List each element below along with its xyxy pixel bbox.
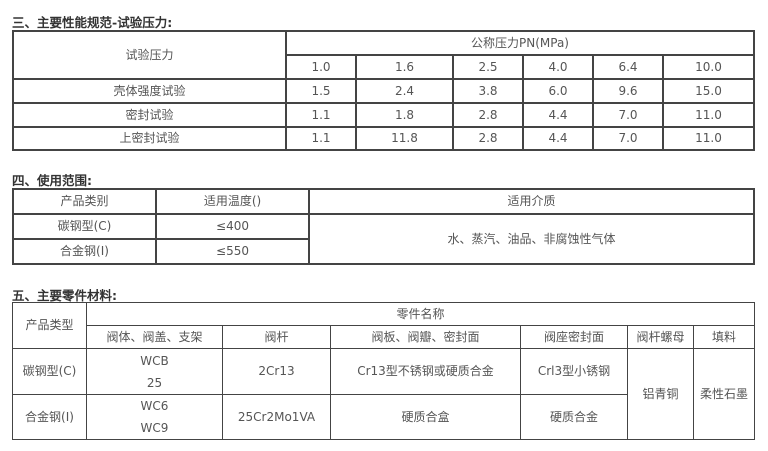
section-5-title: 五、主要零件材料: bbox=[12, 288, 117, 303]
cell: 11.0 bbox=[662, 102, 755, 128]
table-row: 壳体强度试验 1.5 2.4 3.8 6.0 9.6 15.0 bbox=[12, 78, 755, 104]
cell: 2.8 bbox=[452, 126, 524, 151]
cell: 11.8 bbox=[355, 126, 454, 151]
table-row: 合金钢(I) ≤550 bbox=[12, 238, 754, 265]
cell: 1.1 bbox=[285, 102, 357, 128]
cell: 6.0 bbox=[522, 78, 594, 104]
cell: 合金钢(I) bbox=[12, 394, 87, 440]
cell: 2.4 bbox=[355, 78, 454, 104]
material: WC9 bbox=[140, 421, 169, 435]
table-row: 碳钢型(C) WCB 25 2Cr13 Cr13型不锈钢或硬质合金 Crl3型小锈… bbox=[12, 348, 755, 440]
usage-range-table: 产品类别 适用温度() 适用介质 碳钢型(C) ≤400 水、蒸汽、油品、非腐蚀… bbox=[12, 188, 755, 265]
cell: Cr13型不锈钢或硬质合金 bbox=[330, 348, 521, 395]
pn-value: 6.4 bbox=[592, 54, 664, 80]
part-header: 阀杆 bbox=[222, 325, 331, 349]
part-header: 阀座密封面 bbox=[520, 325, 628, 349]
cell: 11.0 bbox=[662, 126, 755, 151]
cell: 9.6 bbox=[592, 78, 664, 104]
cell: 柔性石墨 bbox=[693, 348, 755, 440]
header-cell: 适用温度() bbox=[155, 188, 310, 215]
pn-value: 2.5 bbox=[452, 54, 524, 80]
pn-value: 1.6 bbox=[355, 54, 454, 80]
material: WCB bbox=[140, 353, 169, 368]
section-3-title: 三、主要性能规范-试验压力: bbox=[12, 15, 173, 30]
test-pressure-table: 试验压力 公称压力PN(MPa) 1.0 1.6 2.5 4.0 6.4 10.… bbox=[12, 30, 755, 151]
parts-material-table: 产品类型 零件名称 阀体、阀盖、支架 阀杆 阀板、阀瓣、密封面 阀座密封面 阀杆… bbox=[12, 302, 755, 440]
cell: 1.5 bbox=[285, 78, 357, 104]
table-row: 碳钢型(C) ≤400 水、蒸汽、油品、非腐蚀性气体 bbox=[12, 213, 755, 265]
cell: Crl3型小锈钢 bbox=[520, 348, 628, 395]
cell: 25Cr2Mo1VA bbox=[222, 394, 331, 440]
cell: 硬质合金 bbox=[520, 394, 628, 440]
cell: 碳钢型(C) bbox=[12, 213, 157, 240]
row-label: 壳体强度试验 bbox=[12, 78, 287, 104]
header-cell: 产品类别 bbox=[12, 188, 157, 215]
header-cell: 适用介质 bbox=[308, 188, 755, 215]
part-header: 阀板、阀瓣、密封面 bbox=[330, 325, 521, 349]
row-header: 试验压力 bbox=[12, 30, 287, 80]
section-4-title: 四、使用范围: bbox=[12, 173, 92, 188]
cell: 铝青铜 bbox=[627, 348, 694, 440]
cell: 2Cr13 bbox=[222, 348, 331, 395]
cell: 硬质合盒 bbox=[330, 394, 521, 440]
cell: WC6 WC9 bbox=[86, 394, 223, 440]
cell: 7.0 bbox=[592, 102, 664, 128]
cell: 1.8 bbox=[355, 102, 454, 128]
row-label: 密封试验 bbox=[12, 102, 287, 128]
cell: ≤550 bbox=[155, 238, 310, 265]
cell: WCB 25 bbox=[86, 348, 223, 395]
parts-group-header: 零件名称 bbox=[86, 302, 755, 326]
cell: 3.8 bbox=[452, 78, 524, 104]
table-row: 密封试验 1.1 1.8 2.8 4.4 7.0 11.0 bbox=[12, 102, 755, 128]
part-header: 填料 bbox=[693, 325, 755, 349]
pn-value: 1.0 bbox=[285, 54, 357, 80]
cell: 4.4 bbox=[522, 102, 594, 128]
material: 25 bbox=[146, 375, 163, 390]
table-row: 上密封试验 1.1 11.8 2.8 4.4 7.0 11.0 bbox=[12, 126, 755, 151]
cell: 7.0 bbox=[592, 126, 664, 151]
cell: 碳钢型(C) bbox=[12, 348, 87, 395]
table-row: 合金钢(I) WC6 WC9 25Cr2Mo1VA 硬质合盒 硬质合金 bbox=[12, 394, 755, 440]
cell: 合金钢(I) bbox=[12, 238, 157, 265]
pn-value: 4.0 bbox=[522, 54, 594, 80]
type-header: 产品类型 bbox=[12, 302, 87, 349]
part-header: 阀体、阀盖、支架 bbox=[86, 325, 223, 349]
pn-value: 10.0 bbox=[662, 54, 755, 80]
part-header: 阀杆螺母 bbox=[627, 325, 694, 349]
row-label: 上密封试验 bbox=[12, 126, 287, 151]
cell: 1.1 bbox=[285, 126, 357, 151]
cell: 2.8 bbox=[452, 102, 524, 128]
pn-group-header: 公称压力PN(MPa) bbox=[285, 30, 755, 56]
cell: 4.4 bbox=[522, 126, 594, 151]
material: WC6 bbox=[140, 399, 169, 413]
cell: ≤400 bbox=[155, 213, 310, 240]
medium-cell: 水、蒸汽、油品、非腐蚀性气体 bbox=[308, 213, 755, 265]
cell: 15.0 bbox=[662, 78, 755, 104]
